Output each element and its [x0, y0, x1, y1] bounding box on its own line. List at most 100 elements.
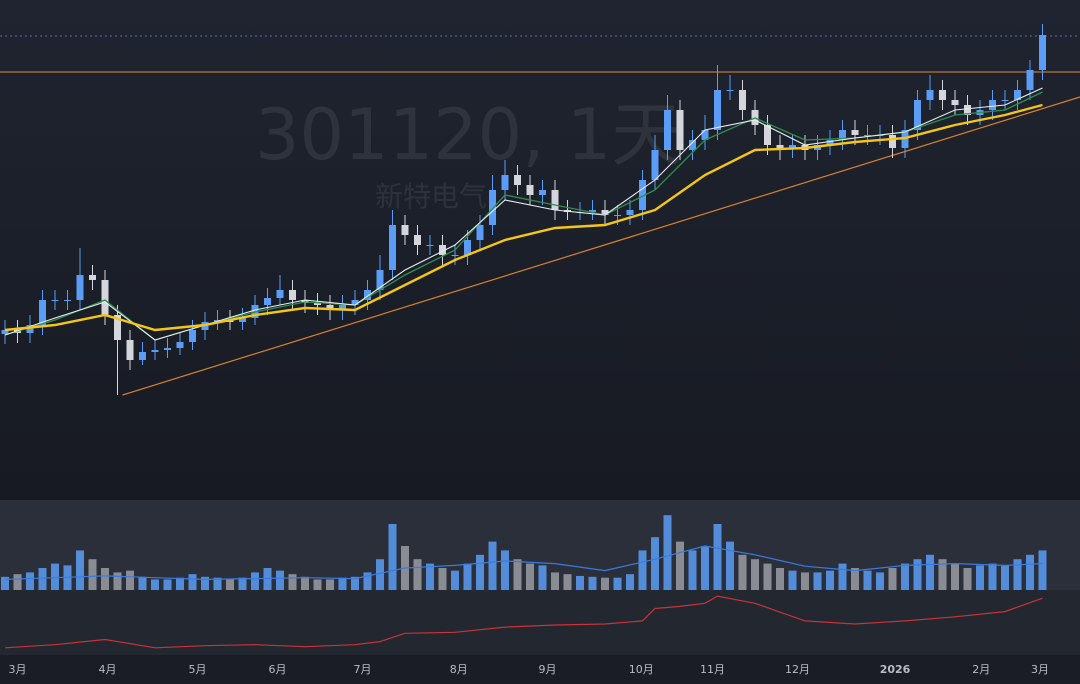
candle-body: [676, 110, 684, 150]
candle-body: [701, 130, 709, 140]
volume-bar: [951, 563, 959, 590]
volume-bar: [276, 570, 284, 590]
candle-body: [501, 175, 509, 190]
candle-body: [526, 185, 534, 195]
volume-bar: [963, 568, 972, 590]
candle-body: [364, 290, 371, 300]
moving-average: [4, 87, 1043, 341]
x-tick-label: 4月: [99, 663, 117, 676]
volume-bar: [413, 559, 422, 590]
candle-body: [639, 180, 646, 210]
x-tick-label: 2月: [972, 663, 990, 676]
candle-body: [439, 245, 446, 255]
watermark-symbol: 301120, 1天: [255, 94, 681, 176]
volume-bar: [901, 563, 909, 590]
volume-bar: [813, 572, 822, 590]
volume-bar: [501, 550, 509, 590]
volume-bar: [651, 537, 659, 590]
candle-body: [964, 105, 971, 115]
candle-body: [714, 90, 721, 130]
moving-average: [4, 103, 1043, 332]
candle-body: [326, 305, 334, 310]
volume-bar: [313, 579, 322, 590]
x-tick-label: 3月: [9, 663, 27, 676]
volume-bar: [376, 559, 384, 590]
candle-body: [239, 318, 246, 322]
volume-bar: [576, 575, 584, 590]
volume-bar: [288, 574, 297, 590]
volume-bar: [626, 574, 634, 590]
candle-body: [914, 100, 921, 130]
volume-bar: [601, 577, 609, 590]
candle-body: [414, 235, 421, 245]
candle-body: [351, 300, 359, 305]
candle-body: [389, 225, 396, 270]
candle-body: [489, 190, 496, 225]
volume-bar: [338, 577, 347, 590]
indicator-line: [4, 595, 1043, 649]
volume-bar: [88, 559, 97, 590]
candle-body: [926, 90, 934, 100]
volume-bar: [726, 541, 734, 590]
candle-body: [789, 145, 796, 148]
x-tick-label: 7月: [354, 663, 372, 676]
candle-body: [626, 210, 634, 215]
candle-body: [151, 350, 159, 352]
volume-bar: [863, 570, 872, 590]
volume-bar: [526, 563, 534, 590]
candle-body: [164, 348, 171, 350]
volume-bar: [938, 559, 947, 590]
volume-bar: [926, 554, 934, 590]
candle-body: [139, 352, 146, 360]
watermark-name: 新特电气: [375, 180, 487, 213]
candle-body: [189, 330, 196, 342]
x-tick-label: 9月: [539, 663, 557, 676]
volume-bar: [838, 563, 847, 590]
candle-body: [851, 130, 859, 135]
volume-bar: [988, 563, 997, 590]
volume-bar: [713, 524, 722, 590]
volume-bar: [588, 576, 597, 590]
volume-bar: [163, 579, 172, 590]
x-tick-label: 3月: [1031, 663, 1049, 676]
volume-bar: [638, 550, 647, 590]
candle-body: [939, 90, 946, 100]
volume-bar: [126, 570, 134, 590]
volume-bar: [538, 565, 547, 590]
volume-bar: [188, 574, 197, 590]
candle-body: [339, 305, 346, 310]
volume-bar: [76, 550, 84, 590]
candle-body: [551, 190, 559, 210]
volume-bar: [888, 568, 897, 590]
candle-body: [1001, 100, 1009, 101]
candle-body: [589, 210, 596, 212]
volume-bar: [513, 559, 522, 590]
volume-bar: [1001, 565, 1009, 590]
candle-body: [1039, 35, 1046, 70]
volume-bar: [776, 568, 784, 590]
candle-body: [989, 100, 996, 110]
candle-body: [864, 135, 871, 136]
volume-bar: [13, 574, 22, 590]
volume-bar: [451, 570, 459, 590]
volume-bar: [976, 565, 984, 590]
volume-bar: [351, 576, 359, 590]
candle-body: [464, 240, 471, 255]
volume-bar: [363, 572, 372, 590]
candle-body: [114, 315, 121, 340]
volume-average: [4, 545, 1043, 581]
x-tick-label: 2026: [880, 663, 911, 676]
volume-bar: [676, 541, 684, 590]
volume-bar: [226, 579, 234, 590]
candle-body: [726, 90, 734, 91]
volume-bar: [913, 559, 922, 590]
volume-bar: [301, 576, 309, 590]
volume-bar: [113, 572, 122, 590]
candle-body: [476, 225, 484, 240]
candle-body: [39, 300, 46, 325]
volume-bar: [426, 563, 434, 590]
volume-bar: [251, 572, 259, 590]
x-tick-label: 6月: [269, 663, 287, 676]
volume-bar: [663, 515, 672, 590]
volume-bar: [238, 577, 247, 590]
